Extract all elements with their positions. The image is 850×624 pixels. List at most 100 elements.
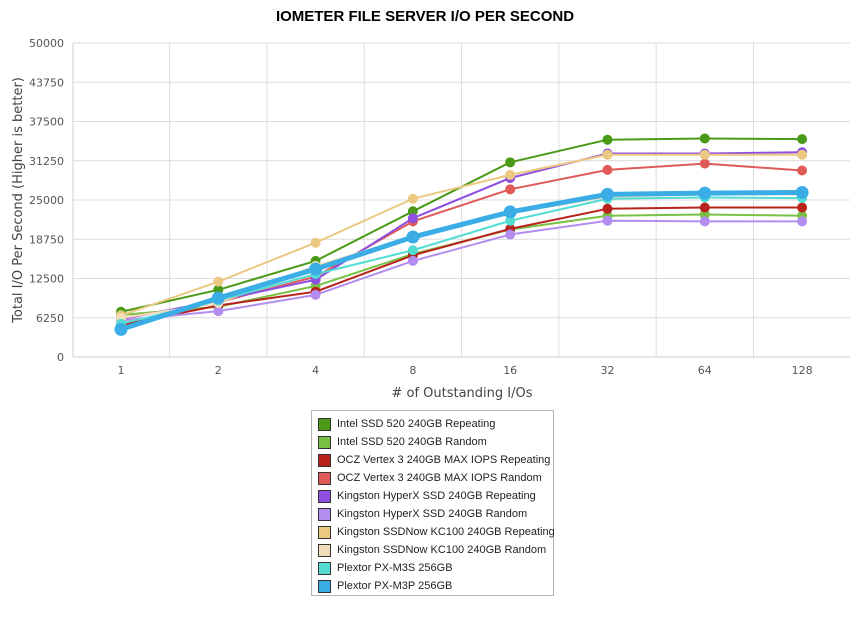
data-point: [699, 216, 710, 227]
x-tick-label: 16: [503, 364, 517, 377]
data-point: [407, 255, 418, 266]
y-tick-label: 6250: [36, 312, 64, 325]
legend-label: Intel SSD 520 240GB Repeating: [337, 418, 496, 430]
legend-swatch: [318, 579, 331, 593]
y-tick-label: 37500: [29, 116, 64, 129]
legend-item: Plextor PX-M3S 256GB: [318, 559, 453, 577]
legend-swatch: [318, 489, 331, 503]
x-tick-label: 8: [409, 364, 416, 377]
legend-label: Kingston HyperX SSD 240GB Repeating: [337, 490, 536, 502]
x-tick-label: 4: [312, 364, 319, 377]
x-tick-label: 64: [698, 364, 712, 377]
data-point: [309, 262, 323, 276]
data-point: [505, 184, 516, 195]
legend-label: Kingston HyperX SSD 240GB Random: [337, 508, 528, 520]
data-point: [310, 289, 321, 300]
data-point: [406, 230, 420, 244]
chart-title: IOMETER FILE SERVER I/O PER SECOND: [275, 8, 575, 25]
series-line: [120, 162, 803, 320]
data-point: [797, 134, 808, 145]
data-point: [213, 276, 224, 287]
series-line: [120, 153, 803, 317]
y-tick-label: 25000: [29, 194, 64, 207]
legend-label: Kingston SSDNow KC100 240GB Repeating: [337, 526, 555, 538]
legend-label: OCZ Vertex 3 240GB MAX IOPS Random: [337, 472, 542, 484]
y-axis-title: Total I/O Per Second (Higher is better): [11, 77, 26, 324]
y-tick-label: 0: [57, 351, 64, 364]
data-point: [602, 164, 613, 175]
data-point: [310, 237, 321, 248]
data-point: [114, 322, 128, 336]
legend-swatch: [318, 471, 331, 485]
data-point: [698, 186, 712, 200]
legend-swatch: [318, 561, 331, 575]
legend-label: OCZ Vertex 3 240GB MAX IOPS Repeating: [337, 454, 551, 466]
legend-item: Plextor PX-M3P 256GB: [318, 577, 452, 595]
data-point: [797, 149, 808, 160]
x-tick-label: 128: [792, 364, 813, 377]
legend-item: OCZ Vertex 3 240GB MAX IOPS Repeating: [318, 451, 550, 469]
data-point: [797, 216, 808, 227]
series-10: [114, 185, 809, 336]
legend-swatch: [318, 417, 331, 431]
data-point: [699, 158, 710, 169]
y-tick-label: 31250: [29, 155, 64, 168]
y-tick-label: 50000: [29, 37, 64, 50]
data-point: [602, 149, 613, 160]
data-point: [213, 306, 224, 317]
data-point: [797, 165, 808, 176]
y-tick-label: 18750: [29, 233, 64, 246]
series-line: [120, 219, 803, 322]
data-point: [699, 149, 710, 160]
grid: [72, 42, 850, 358]
legend-label: Intel SSD 520 240GB Random: [337, 436, 487, 448]
series-line: [120, 189, 803, 332]
legend-swatch: [318, 507, 331, 521]
data-point: [602, 203, 613, 214]
x-tick-label: 2: [215, 364, 222, 377]
legend-item: Intel SSD 520 240GB Random: [318, 433, 487, 451]
legend-item: Kingston HyperX SSD 240GB Random: [318, 505, 527, 523]
legend-swatch: [318, 453, 331, 467]
series-6: [116, 215, 808, 326]
data-point: [505, 229, 516, 240]
legend-swatch: [318, 525, 331, 539]
x-axis-title: # of Outstanding I/Os: [391, 386, 532, 401]
x-axis-ticks: 1 2 4 8 16 32 64 128: [118, 364, 813, 377]
legend-item: OCZ Vertex 3 240GB MAX IOPS Random: [318, 469, 542, 487]
legend: Intel SSD 520 240GB Repeating Intel SSD 5…: [311, 410, 555, 596]
legend-item: Kingston SSDNow KC100 240GB Repeating: [318, 523, 555, 541]
series-lines: [114, 133, 809, 336]
data-point: [795, 185, 809, 199]
data-point: [407, 245, 418, 256]
data-point: [503, 205, 517, 219]
data-point: [602, 134, 613, 145]
data-point: [699, 133, 710, 144]
series-7: [116, 149, 808, 321]
legend-item: Intel SSD 520 240GB Repeating: [318, 415, 495, 433]
x-tick-label: 1: [118, 364, 125, 377]
data-point: [797, 202, 808, 213]
series-line: [120, 206, 803, 326]
legend-swatch: [318, 543, 331, 557]
series-line: [120, 196, 803, 325]
legend-item: Kingston SSDNow KC100 240GB Random: [318, 541, 546, 559]
data-point: [601, 187, 614, 201]
data-point: [211, 291, 225, 305]
data-point: [407, 193, 418, 204]
legend-label: Kingston SSDNow KC100 240GB Random: [337, 544, 547, 556]
legend-item: Kingston HyperX SSD 240GB Repeating: [318, 487, 536, 505]
data-point: [505, 169, 516, 180]
y-tick-label: 12500: [29, 273, 64, 286]
y-tick-label: 43750: [29, 76, 64, 89]
legend-label: Plextor PX-M3S 256GB: [337, 562, 453, 574]
legend-label: Plextor PX-M3P 256GB: [337, 580, 453, 592]
y-axis-ticks: 0 6250 12500 18750 25000 31250 37500 43750 50000: [29, 37, 64, 364]
data-point: [505, 157, 516, 168]
data-point: [699, 202, 710, 213]
data-point: [602, 215, 613, 226]
legend-swatch: [318, 435, 331, 449]
data-point: [407, 213, 418, 224]
x-tick-label: 32: [601, 364, 615, 377]
